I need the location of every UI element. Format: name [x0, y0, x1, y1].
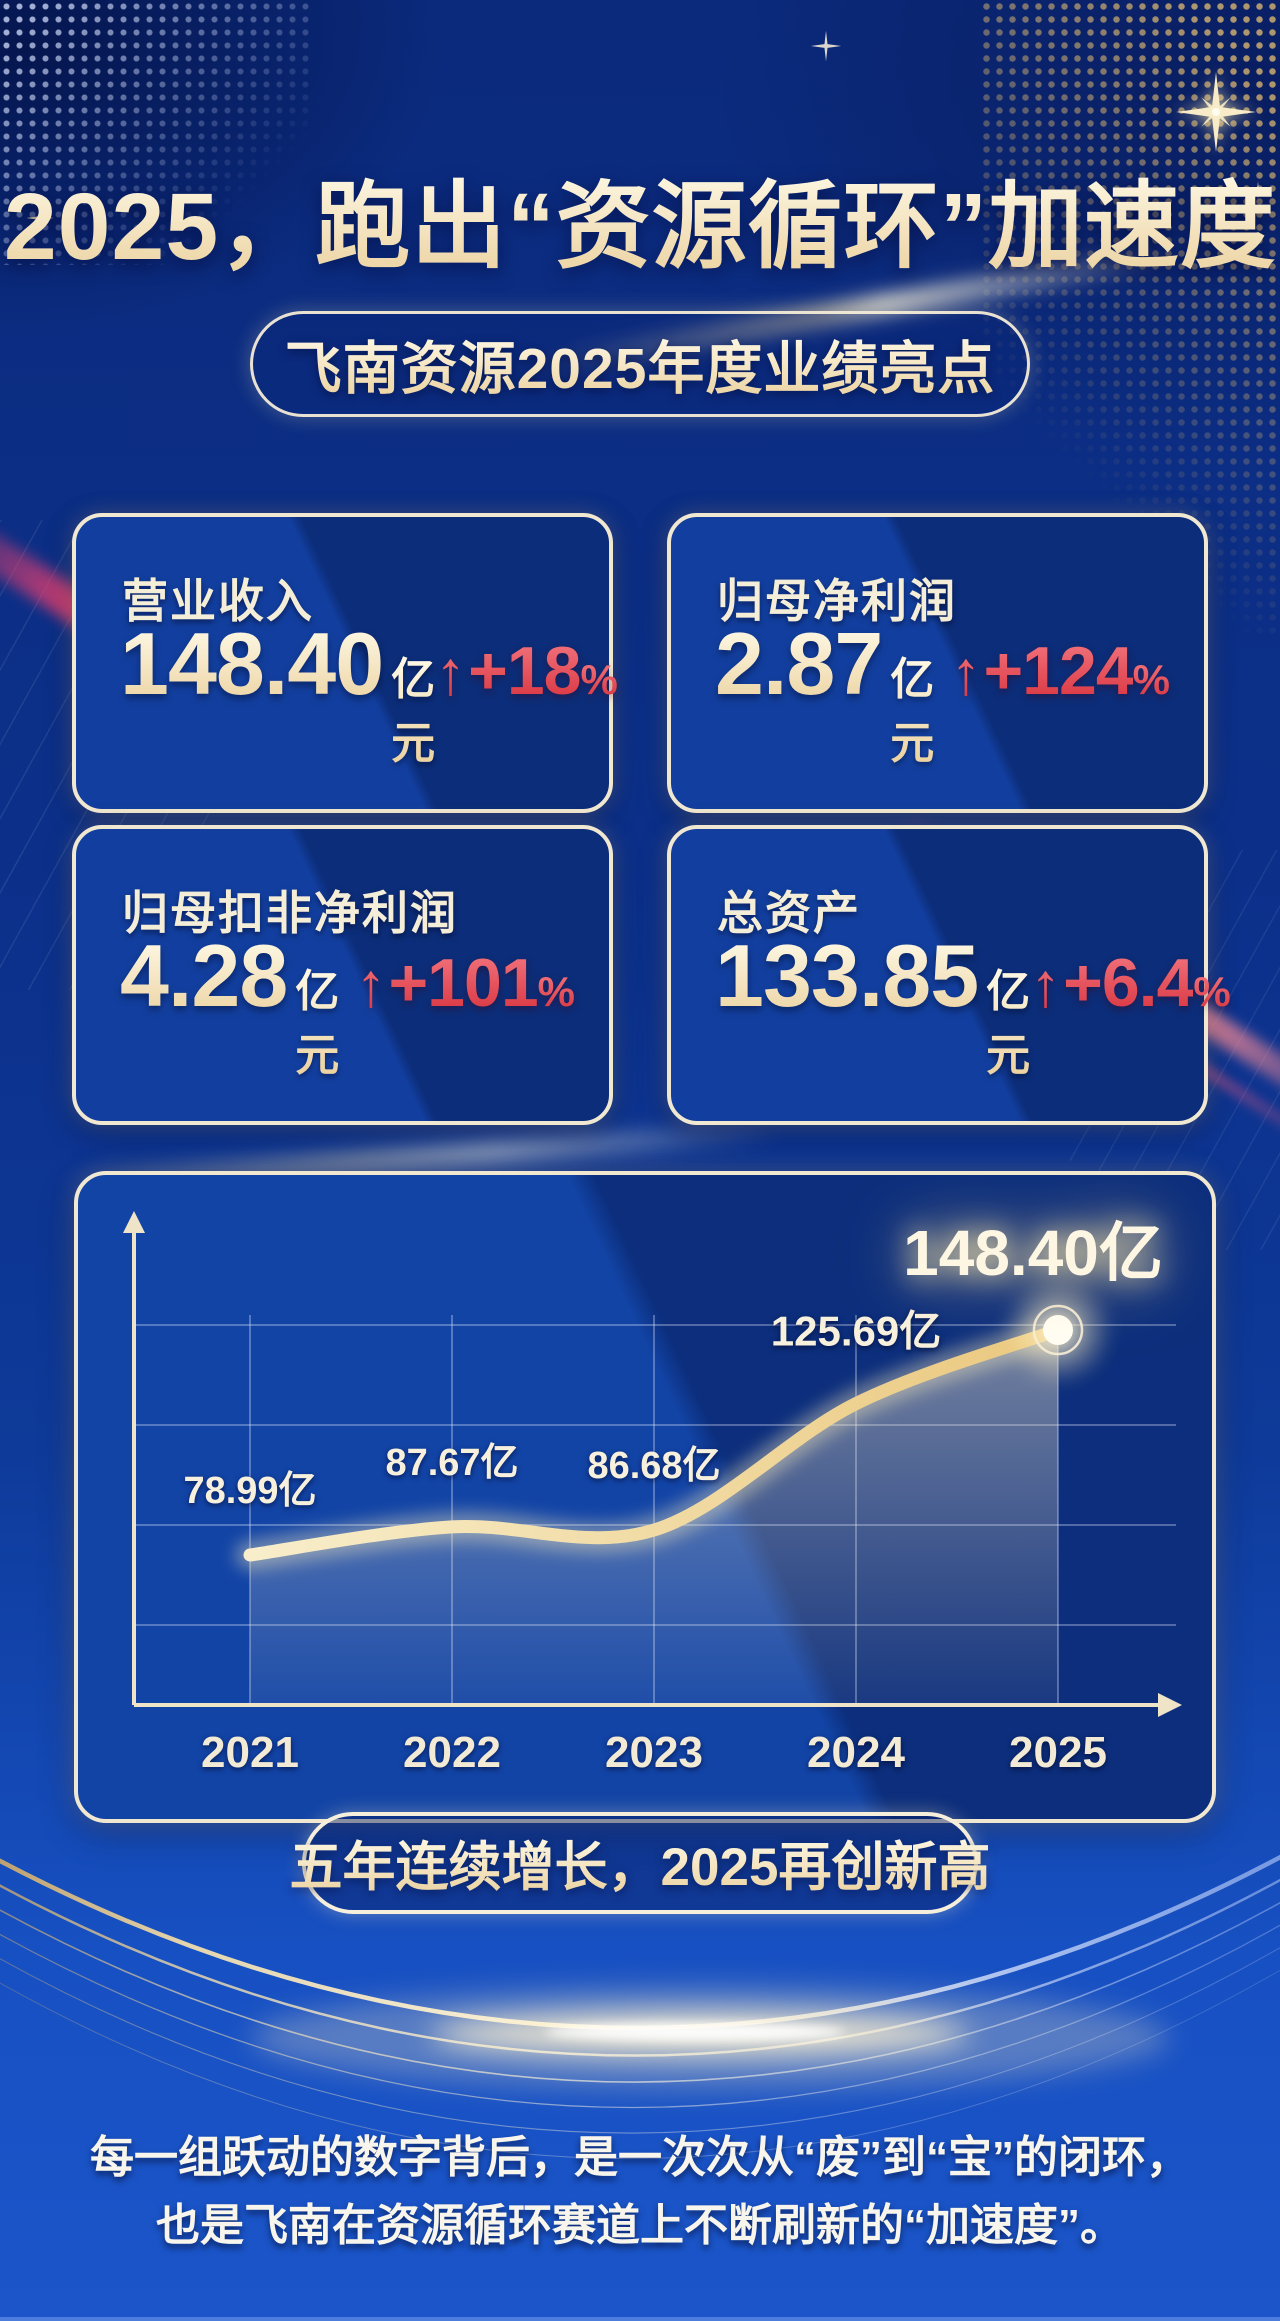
- stat-delta-percent: %: [1132, 656, 1170, 703]
- stat-unit: 亿元: [391, 643, 435, 771]
- up-arrow-icon: ↑: [1030, 951, 1062, 1020]
- footer-text: 每一组跃动的数字背后，是一次次从“废”到“宝”的闭环， 也是飞南在资源循环赛道上…: [0, 2124, 1280, 2260]
- stat-card-total-assets: 总资产 133.85 亿元 ↑ +6.4 %: [667, 825, 1231, 1125]
- chart-point-label: 78.99亿: [183, 1470, 316, 1512]
- page-title: 2025，跑出“资源循环”加速度: [0, 150, 1280, 287]
- chart-year-label: 2024: [807, 1728, 905, 1777]
- chart-point-label: 87.67亿: [385, 1442, 518, 1484]
- stat-label: 归母扣非净利润: [122, 887, 458, 939]
- stat-value-row: 133.85 亿元 ↑ +6.4 %: [715, 925, 1231, 1083]
- stat-value: 4.28: [120, 926, 288, 1025]
- stat-unit: 亿元: [986, 955, 1030, 1083]
- sparkle-star-icon: [810, 30, 842, 62]
- stat-unit: 亿元: [295, 955, 355, 1083]
- stat-card-net-profit: 归母净利润 2.87 亿元 ↑ +124 %: [667, 513, 1208, 813]
- stat-delta-percent: %: [537, 968, 575, 1015]
- revenue-trend-chart: 78.99亿 87.67亿 86.68亿 125.69亿 148.40亿 2021 2022…: [123, 1211, 1182, 1777]
- chart-year-label: 2022: [403, 1728, 501, 1777]
- chart-year-label: 2023: [605, 1728, 703, 1777]
- stat-delta: ↑ +101 %: [355, 944, 575, 1022]
- stat-value-row: 2.87 亿元 ↑ +124 %: [715, 613, 1170, 771]
- stat-card-deducted-profit: 归母扣非净利润 4.28 亿元 ↑ +101 %: [72, 825, 613, 1125]
- stat-delta-percent: %: [580, 656, 618, 703]
- stat-label: 总资产: [717, 887, 861, 939]
- growth-badge: 五年连续增长，2025再创新高: [290, 1812, 990, 1914]
- chart-line: [243, 1323, 1065, 1562]
- up-arrow-icon: ↑: [435, 639, 467, 708]
- stat-delta-number: +101: [388, 945, 538, 1021]
- chart-year-label: 2025: [1009, 1728, 1107, 1777]
- stat-label: 营业收入: [122, 575, 314, 627]
- stat-value-row: 148.40 亿元 ↑ +18 %: [120, 613, 618, 771]
- stat-delta-number: +6.4: [1063, 945, 1194, 1021]
- chart-point-label: 125.69亿: [771, 1308, 941, 1355]
- bottom-edge-highlight: [0, 2317, 1280, 2321]
- stat-value-row: 4.28 亿元 ↑ +101 %: [120, 925, 575, 1083]
- stat-label: 归母净利润: [717, 575, 957, 627]
- chart-marker: [1002, 1274, 1114, 1386]
- stat-delta-number: +18: [468, 633, 581, 709]
- stat-value: 133.85: [715, 926, 979, 1025]
- chart-point-label: 86.68亿: [587, 1445, 720, 1487]
- subtitle-badge-label: 飞南资源2025年度业绩亮点: [285, 323, 996, 405]
- stat-delta-number: +124: [983, 633, 1133, 709]
- x-axis-arrow-icon: [1158, 1693, 1182, 1717]
- stat-card-revenue: 营业收入 148.40 亿元 ↑ +18 %: [72, 513, 618, 813]
- stat-delta: ↑ +6.4 %: [1030, 944, 1231, 1022]
- stat-value: 2.87: [715, 614, 883, 713]
- revenue-trend-chart-panel: 78.99亿 87.67亿 86.68亿 125.69亿 148.40亿 2021 2022…: [74, 1171, 1216, 1823]
- chart-axes: [132, 1227, 1162, 1707]
- up-arrow-icon: ↑: [355, 951, 387, 1020]
- stat-delta: ↑ +18 %: [435, 632, 618, 710]
- up-arrow-icon: ↑: [950, 639, 982, 708]
- arc-center-glow: [250, 1986, 1170, 2090]
- stat-cards-grid: 营业收入 148.40 亿元 ↑ +18 % 归母净利润 2.87 亿元 ↑ +…: [72, 513, 1231, 1125]
- stat-delta: ↑ +124 %: [950, 632, 1170, 710]
- stat-value: 148.40: [120, 614, 384, 713]
- chart-area: [250, 1330, 1058, 1705]
- footer-line-2: 也是飞南在资源循环赛道上不断刷新的“加速度”。: [156, 2201, 1124, 2251]
- y-axis-arrow-icon: [123, 1211, 145, 1233]
- growth-badge-label: 五年连续增长，2025再创新高: [290, 1825, 991, 1901]
- footer-line-1: 每一组跃动的数字背后，是一次次从“废”到“宝”的闭环，: [90, 2133, 1190, 2182]
- chart-highlight-label: 148.40亿: [903, 1217, 1163, 1289]
- sparkle-star-icon: [1176, 72, 1256, 152]
- chart-year-label: 2021: [201, 1728, 299, 1777]
- subtitle-badge: 飞南资源2025年度业绩亮点: [250, 311, 1030, 417]
- stat-unit: 亿元: [890, 643, 950, 771]
- stat-delta-percent: %: [1193, 968, 1231, 1015]
